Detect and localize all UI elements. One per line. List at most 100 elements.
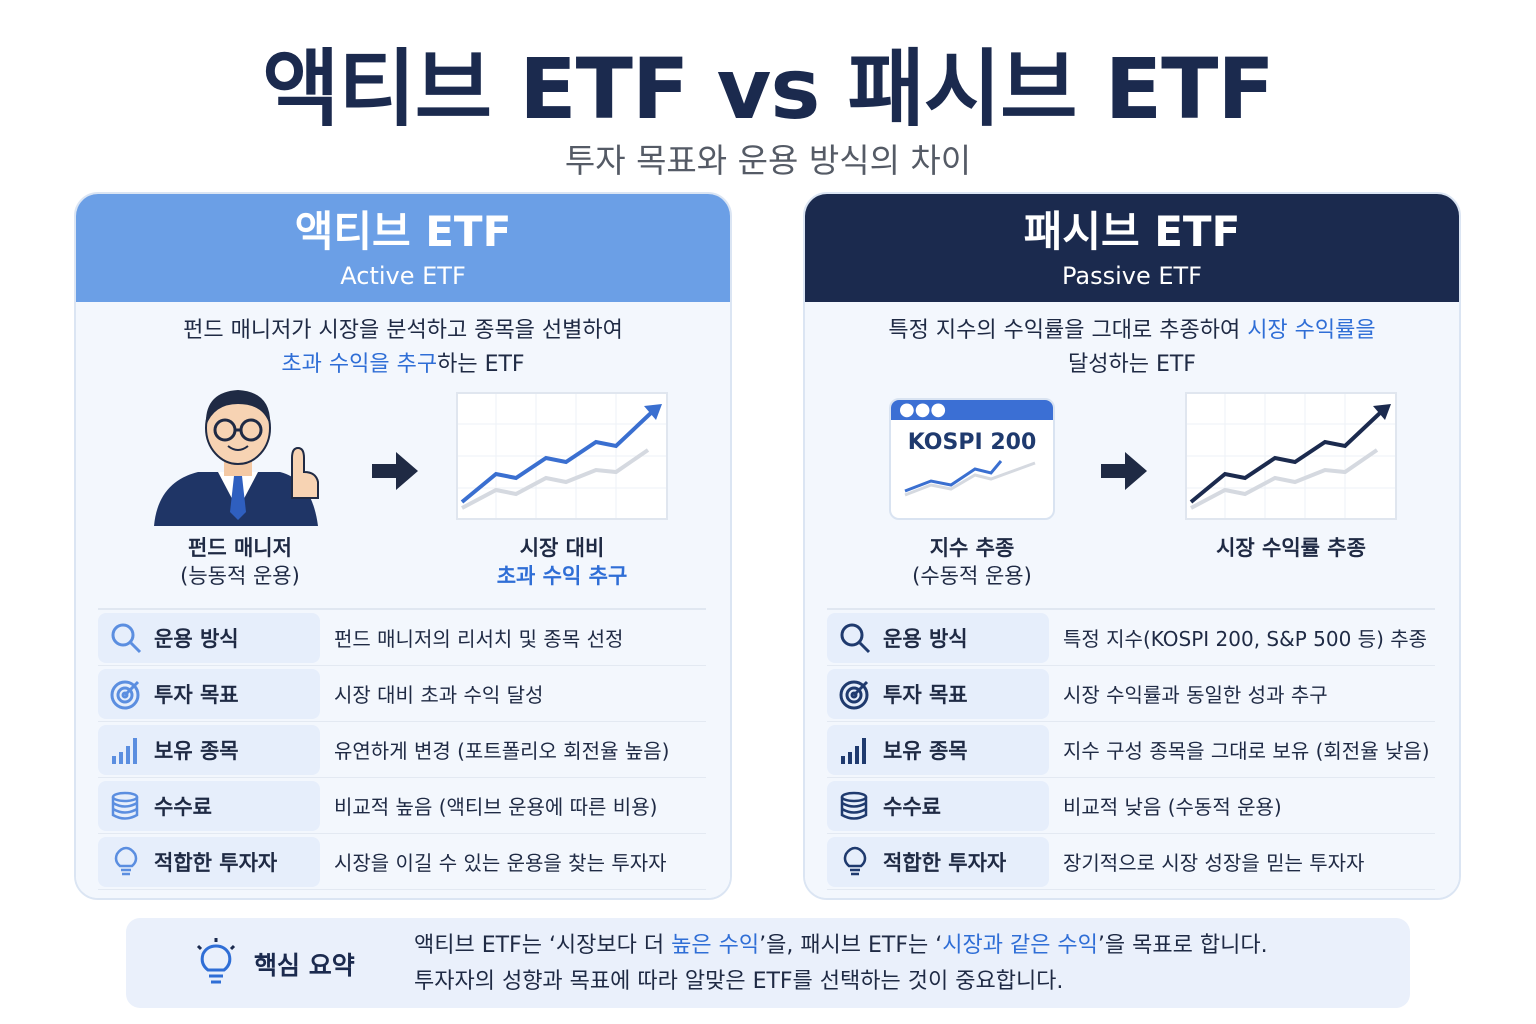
fund-manager-caption: 펀드 매니저 (능동적 운용) — [154, 534, 326, 590]
active-desc-line1: 펀드 매니저가 시장을 분석하고 종목을 선별하여 — [183, 318, 623, 343]
index-tracking-caption: 지수 추종 (수동적 운용) — [889, 534, 1055, 590]
table-row: 투자 목표 시장 대비 초과 수익 달성 — [98, 666, 706, 722]
row-label: 적합한 투자자 — [154, 850, 278, 875]
fund-manager-caption-sub: (능동적 운용) — [180, 564, 300, 588]
row-label: 보유 종목 — [883, 738, 968, 763]
passive-etf-panel: 패시브 ETF Passive ETF 특정 지수의 수익률을 그대로 추종하여… — [803, 192, 1461, 900]
active-etf-panel: 액티브 ETF Active ETF 펀드 매니저가 시장을 분석하고 종목을 … — [74, 192, 732, 900]
row-value: 특정 지수(KOSPI 200, S&P 500 등) 추종 — [1063, 627, 1428, 651]
passive-description: 특정 지수의 수익률을 그대로 추종하여 시장 수익률을 달성하는 ETF — [805, 314, 1459, 382]
excess-return-caption-title: 시장 대비 — [519, 536, 605, 560]
passive-desc-line2: 달성하는 ETF — [1068, 352, 1196, 377]
row-label: 수수료 — [883, 794, 941, 819]
summary-highlight-same-return: 시장과 같은 수익 — [942, 933, 1098, 958]
coins-icon — [827, 790, 883, 822]
summary-line1-e: ’을 목표로 합니다. — [1097, 933, 1268, 958]
main-title: 액티브 ETF vs 패시브 ETF — [262, 40, 1275, 138]
excess-return-chart-icon — [456, 392, 668, 520]
active-desc-rest: 하는 ETF — [437, 352, 525, 377]
index-tracking-caption-sub: (수동적 운용) — [912, 564, 1032, 588]
row-label-cell: 수수료 — [827, 780, 1049, 831]
row-label: 적합한 투자자 — [883, 850, 1007, 875]
active-desc-highlight: 초과 수익을 추구 — [281, 352, 438, 377]
lightbulb-icon — [827, 846, 883, 878]
passive-panel-header: 패시브 ETF Passive ETF — [805, 194, 1459, 302]
kospi-index-window: ●●● KOSPI 200 — [889, 398, 1055, 520]
excess-return-caption: 시장 대비 초과 수익 추구 — [456, 534, 668, 590]
row-value: 장기적으로 시장 성장을 믿는 투자자 — [1063, 851, 1365, 875]
table-row: 운용 방식 특정 지수(KOSPI 200, S&P 500 등) 추종 — [827, 610, 1435, 666]
active-desc-line2: 초과 수익을 추구하는 ETF — [76, 348, 730, 382]
active-panel-header: 액티브 ETF Active ETF — [76, 194, 730, 302]
summary-line1-c: ’을, 패시브 ETF는 ‘ — [759, 933, 943, 958]
fund-manager-icon — [154, 390, 319, 526]
row-label-cell: 보유 종목 — [98, 724, 320, 775]
row-value: 지수 구성 종목을 그대로 보유 (회전율 낮음) — [1063, 739, 1430, 763]
row-label-cell: 투자 목표 — [98, 668, 320, 719]
passive-comparison-table: 운용 방식 특정 지수(KOSPI 200, S&P 500 등) 추종 투자 … — [827, 608, 1435, 890]
row-value: 시장을 이길 수 있는 운용을 찾는 투자자 — [334, 851, 667, 875]
passive-panel-body: 특정 지수의 수익률을 그대로 추종하여 시장 수익률을 달성하는 ETF ●●… — [805, 302, 1459, 898]
row-label-cell: 보유 종목 — [827, 724, 1049, 775]
summary-line2: 투자자의 성향과 목표에 따라 알맞은 ETF를 선택하는 것이 중요합니다. — [414, 969, 1064, 994]
window-dots-icon: ●●● — [899, 399, 947, 420]
target-icon — [98, 678, 154, 710]
coins-icon — [98, 790, 154, 822]
lightbulb-icon — [98, 846, 154, 878]
table-row: 투자 목표 시장 수익률과 동일한 성과 추구 — [827, 666, 1435, 722]
index-mini-chart-icon — [904, 460, 1036, 497]
row-label-cell: 투자 목표 — [827, 668, 1049, 719]
search-icon — [827, 622, 883, 654]
summary-box: 핵심 요약 액티브 ETF는 ‘시장보다 더 높은 수익’을, 패시브 ETF는… — [126, 918, 1410, 1008]
summary-title: 핵심 요약 — [254, 951, 355, 980]
fund-manager-caption-title: 펀드 매니저 — [188, 536, 292, 560]
row-label: 보유 종목 — [154, 738, 239, 763]
bar-chart-icon — [827, 734, 883, 766]
row-label-cell: 적합한 투자자 — [98, 836, 320, 887]
row-label-cell: 운용 방식 — [98, 612, 320, 663]
bar-chart-icon — [98, 734, 154, 766]
summary-text: 액티브 ETF는 ‘시장보다 더 높은 수익’을, 패시브 ETF는 ‘시장과 … — [414, 928, 1268, 1000]
row-value: 시장 수익률과 동일한 성과 추구 — [1063, 683, 1328, 707]
table-row: 보유 종목 유연하게 변경 (포트폴리오 회전율 높음) — [98, 722, 706, 778]
search-icon — [98, 622, 154, 654]
table-row: 수수료 비교적 낮음 (수동적 운용) — [827, 778, 1435, 834]
row-label-cell: 수수료 — [98, 780, 320, 831]
summary-highlight-higher-return: 높은 수익 — [671, 933, 760, 958]
excess-return-caption-sub: 초과 수익 추구 — [496, 564, 628, 588]
active-description: 펀드 매니저가 시장을 분석하고 종목을 선별하여 초과 수익을 추구하는 ET… — [76, 314, 730, 382]
passive-panel-subtitle: Passive ETF — [1061, 262, 1202, 290]
row-value: 유연하게 변경 (포트폴리오 회전율 높음) — [334, 739, 670, 763]
active-comparison-table: 운용 방식 펀드 매니저의 리서치 및 종목 선정 투자 목표 시장 대비 초과… — [98, 608, 706, 890]
summary-line1-a: 액티브 ETF는 ‘시장보다 더 — [414, 933, 672, 958]
market-return-chart-icon — [1185, 392, 1397, 520]
target-icon — [827, 678, 883, 710]
market-return-caption-title: 시장 수익률 추종 — [1216, 536, 1366, 560]
right-arrow-icon — [1101, 452, 1147, 490]
row-value: 비교적 높음 (액티브 운용에 따른 비용) — [334, 795, 658, 819]
passive-desc-line1: 특정 지수의 수익률을 그대로 추종하여 시장 수익률을 — [805, 314, 1459, 348]
passive-desc-rest: 특정 지수의 수익률을 그대로 추종하여 — [888, 318, 1248, 343]
active-panel-body: 펀드 매니저가 시장을 분석하고 종목을 선별하여 초과 수익을 추구하는 ET… — [76, 302, 730, 898]
window-titlebar: ●●● — [891, 400, 1053, 420]
table-row: 적합한 투자자 장기적으로 시장 성장을 믿는 투자자 — [827, 834, 1435, 890]
row-value: 시장 대비 초과 수익 달성 — [334, 683, 544, 707]
row-label: 운용 방식 — [154, 626, 239, 651]
row-label: 투자 목표 — [154, 682, 239, 707]
market-return-caption: 시장 수익률 추종 — [1185, 534, 1397, 562]
main-subtitle: 투자 목표와 운용 방식의 차이 — [564, 141, 972, 180]
row-label: 수수료 — [154, 794, 212, 819]
active-panel-title: 액티브 ETF — [294, 207, 512, 256]
table-row: 보유 종목 지수 구성 종목을 그대로 보유 (회전율 낮음) — [827, 722, 1435, 778]
row-label-cell: 적합한 투자자 — [827, 836, 1049, 887]
lightbulb-icon — [196, 938, 236, 984]
row-label-cell: 운용 방식 — [827, 612, 1049, 663]
summary-line1: 액티브 ETF는 ‘시장보다 더 높은 수익’을, 패시브 ETF는 ‘시장과 … — [414, 928, 1268, 964]
row-label: 투자 목표 — [883, 682, 968, 707]
row-value: 펀드 매니저의 리서치 및 종목 선정 — [334, 627, 624, 651]
row-label: 운용 방식 — [883, 626, 968, 651]
index-label: KOSPI 200 — [907, 430, 1037, 455]
passive-panel-title: 패시브 ETF — [1023, 207, 1241, 256]
active-panel-subtitle: Active ETF — [340, 262, 466, 290]
row-value: 비교적 낮음 (수동적 운용) — [1063, 795, 1282, 819]
